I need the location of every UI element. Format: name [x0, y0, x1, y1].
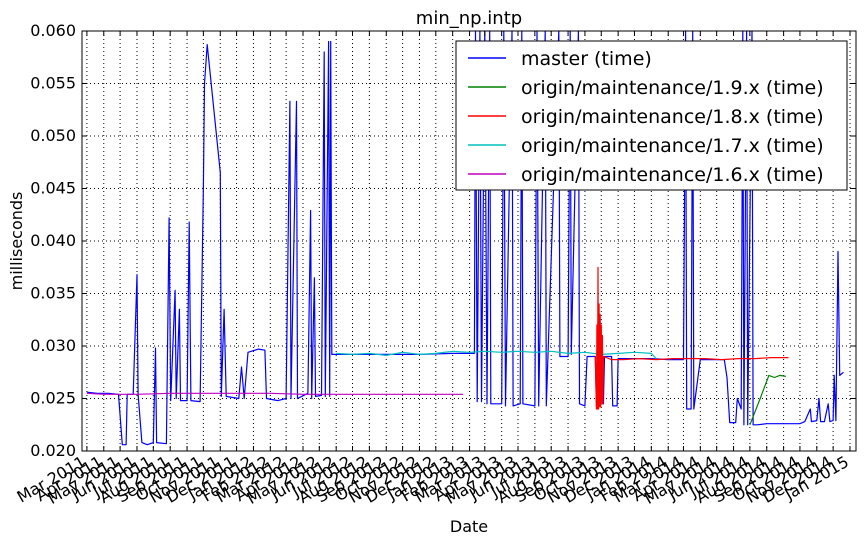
legend-label: origin/maintenance/1.9.x (time) — [521, 77, 824, 99]
y-tick-label: 0.030 — [30, 336, 76, 355]
legend-frame — [455, 40, 848, 191]
y-tick-label: 0.035 — [30, 284, 76, 303]
y-tick-label: 0.045 — [30, 179, 76, 198]
series-line-origin-maintenance-1-9-x-time — [749, 374, 786, 426]
y-tick-label: 0.040 — [30, 231, 76, 250]
y-tick-label: 0.025 — [30, 389, 76, 408]
series-line-origin-maintenance-1-8-x-time — [594, 266, 789, 410]
y-tick-label: 0.020 — [30, 441, 76, 460]
y-tick-label: 0.055 — [30, 74, 76, 93]
series-line-origin-maintenance-1-7-x-time — [336, 350, 657, 360]
y-axis-label: milliseconds — [7, 192, 26, 291]
legend-label: origin/maintenance/1.7.x (time) — [521, 135, 824, 157]
x-axis-label: Date — [450, 517, 488, 536]
y-tick-label: 0.050 — [30, 126, 76, 145]
axis-ticks — [82, 30, 856, 452]
series-line-origin-maintenance-1-6-x-time — [86, 392, 463, 395]
legend-label: origin/maintenance/1.8.x (time) — [521, 106, 824, 128]
legend: master (time) origin/maintenance/1.9.x (t… — [455, 40, 848, 191]
legend-label: origin/maintenance/1.6.x (time) — [521, 164, 824, 186]
chart-title: min_np.intp — [416, 8, 522, 29]
y-tick-labels: 0.020 0.025 0.030 0.035 0.040 0.045 0.050 0.055… — [30, 21, 76, 460]
legend-label: master (time) — [521, 48, 652, 70]
y-tick-label: 0.060 — [30, 21, 76, 40]
